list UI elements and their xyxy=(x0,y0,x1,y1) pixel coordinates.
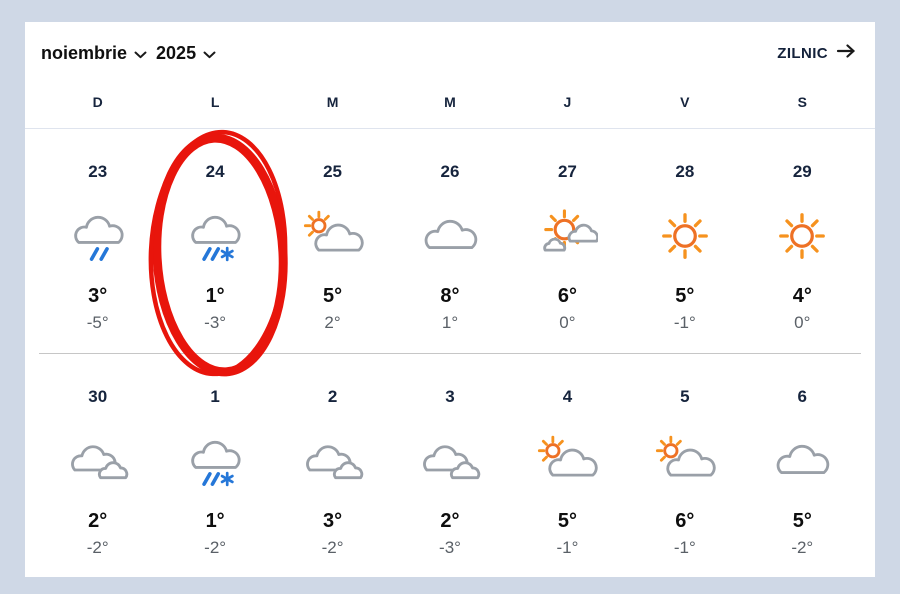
low-temp: 2° xyxy=(324,313,341,332)
high-temp: 3° xyxy=(323,510,343,532)
low-temp: 0° xyxy=(794,313,811,332)
weekday-header-3: M xyxy=(444,94,456,110)
day-cell-6[interactable]: 6 5° -2° xyxy=(744,354,861,578)
high-temp: 1° xyxy=(205,510,225,532)
cloud-icon xyxy=(419,209,481,263)
low-temp: 1° xyxy=(441,313,459,332)
low-temp: -2° xyxy=(86,538,109,557)
sun-icon xyxy=(771,209,833,263)
weekday-header-6: S xyxy=(797,94,807,110)
week-row-1: 23 3° -5° 24 1° -3° 25 5° 2° 26 8° 1° 27 6° 0° 28 xyxy=(25,129,875,353)
month-label: noiembrie xyxy=(41,42,128,63)
day-cell-5[interactable]: 5 6° -1° xyxy=(626,354,743,578)
clouds-icon xyxy=(302,434,364,488)
date-label: 28 xyxy=(675,162,695,181)
high-temp: 2° xyxy=(440,510,460,532)
cloud-rain-snow-icon xyxy=(184,434,246,488)
low-temp: -1° xyxy=(556,538,579,557)
high-temp: 8° xyxy=(440,285,460,307)
date-label: 25 xyxy=(323,162,343,181)
high-temp: 4° xyxy=(792,285,812,307)
clouds-icon xyxy=(67,434,129,488)
daily-view-link[interactable]: ZILNIC xyxy=(777,44,857,62)
high-temp: 6° xyxy=(675,510,695,532)
low-temp: -1° xyxy=(673,313,696,332)
low-temp: -3° xyxy=(439,538,461,557)
weekday-header-4: J xyxy=(563,94,572,110)
low-temp: -3° xyxy=(204,313,227,332)
day-cell-25[interactable]: 25 5° 2° xyxy=(274,129,391,353)
low-temp: -2° xyxy=(791,538,814,557)
day-cell-23[interactable]: 23 3° -5° xyxy=(39,129,156,353)
cloud-icon xyxy=(771,434,833,488)
day-cell-29[interactable]: 29 4° 0° xyxy=(744,129,861,353)
weekday-header-5: V xyxy=(680,94,690,110)
week-row-2: 30 2° -2° 1 1° -2° 2 3° -2° 3 2° -3° 4 5° -1° 5 6°… xyxy=(25,354,875,578)
weekday-header-0: D xyxy=(92,94,103,110)
low-temp: -2° xyxy=(321,538,344,557)
high-temp: 6° xyxy=(557,285,577,307)
low-temp: -2° xyxy=(204,538,227,557)
year-label: 2025 xyxy=(156,42,197,63)
day-cell-1[interactable]: 1 1° -2° xyxy=(156,354,273,578)
cloud-rain-snow-icon xyxy=(184,209,246,263)
day-cell-24[interactable]: 24 1° -3° xyxy=(156,129,273,353)
day-cell-30[interactable]: 30 2° -2° xyxy=(39,354,156,578)
sun-behind-cloud-icon xyxy=(654,434,716,488)
weekday-header-2: M xyxy=(326,94,339,110)
month-selector[interactable]: noiembrie xyxy=(41,43,147,64)
date-label: 23 xyxy=(88,162,108,181)
date-label: 3 xyxy=(445,387,455,406)
day-cell-4[interactable]: 4 5° -1° xyxy=(509,354,626,578)
high-temp: 2° xyxy=(88,510,108,532)
date-label: 5 xyxy=(680,387,690,406)
day-cell-3[interactable]: 3 2° -3° xyxy=(391,354,508,578)
daily-link-label: ZILNIC xyxy=(777,44,828,62)
month-year-controls: noiembrie 2025 xyxy=(41,43,216,64)
date-label: 26 xyxy=(440,162,460,181)
date-label: 1 xyxy=(210,387,220,406)
sun-with-clouds-icon xyxy=(536,209,599,263)
date-label: 29 xyxy=(792,162,812,181)
high-temp: 5° xyxy=(323,285,343,307)
high-temp: 5° xyxy=(792,510,812,532)
high-temp: 1° xyxy=(205,285,225,307)
header-divider xyxy=(25,128,875,129)
date-label: 6 xyxy=(797,387,808,406)
date-label: 24 xyxy=(205,162,225,181)
sun-behind-cloud-icon xyxy=(536,434,599,488)
high-temp: 3° xyxy=(88,285,108,307)
clouds-icon xyxy=(419,434,481,488)
chevron-down-icon xyxy=(203,43,216,64)
sun-behind-cloud-icon xyxy=(302,209,364,263)
cloud-rain-icon xyxy=(67,209,129,263)
sun-icon xyxy=(654,209,716,263)
day-cell-2[interactable]: 2 3° -2° xyxy=(274,354,391,578)
low-temp: -1° xyxy=(673,538,696,557)
date-label: 30 xyxy=(88,387,108,406)
low-temp: 0° xyxy=(559,313,576,332)
high-temp: 5° xyxy=(675,285,695,307)
day-cell-28[interactable]: 28 5° -1° xyxy=(626,129,743,353)
low-temp: -5° xyxy=(86,313,109,332)
year-selector[interactable]: 2025 xyxy=(156,43,216,64)
high-temp: 5° xyxy=(557,510,577,532)
date-label: 4 xyxy=(562,387,573,406)
day-cell-27[interactable]: 27 6° 0° xyxy=(509,129,626,353)
date-label: 27 xyxy=(557,162,577,181)
day-cell-26[interactable]: 26 8° 1° xyxy=(391,129,508,353)
date-label: 2 xyxy=(327,387,338,406)
calendar-header: noiembrie 2025 ZILNIC xyxy=(25,22,875,76)
arrow-right-icon xyxy=(836,44,857,62)
weekday-header-1: L xyxy=(210,94,220,110)
chevron-down-icon xyxy=(134,43,147,64)
week-divider xyxy=(39,353,861,354)
